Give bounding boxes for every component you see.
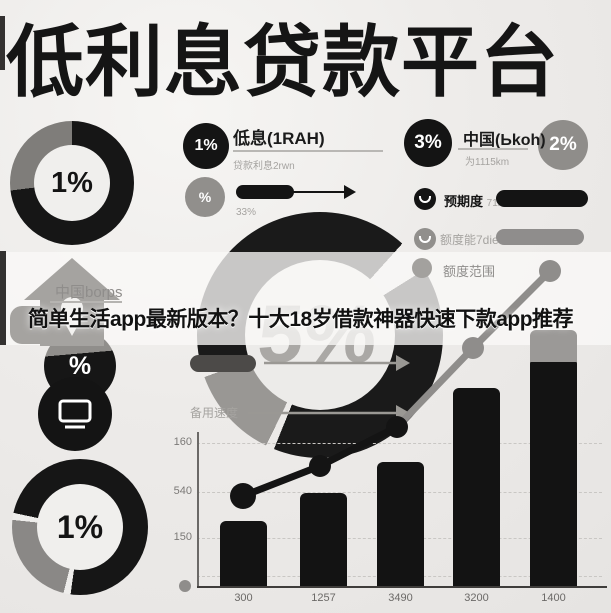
- left-row2-label: 备用速度: [190, 406, 239, 420]
- x-axis-line: [197, 586, 607, 588]
- percent-badge: %: [185, 177, 225, 217]
- y-axis-label: 150: [173, 531, 192, 543]
- bar: [377, 462, 424, 586]
- mini-bar: [190, 355, 256, 372]
- bar: [300, 493, 347, 586]
- low-interest-subtitle: 贷款利息2rwn: [233, 161, 295, 172]
- donut-chart-bottom-left: 1%: [12, 459, 148, 595]
- x-axis-label: 3200: [464, 592, 489, 604]
- legend-dot-icon: [412, 258, 432, 278]
- page-title: 低利息贷款平台: [6, 18, 560, 106]
- china-subtitle: 为1115km: [465, 157, 510, 168]
- x-axis-label: 300: [234, 592, 253, 604]
- data-point: [309, 455, 331, 477]
- china-badge-left: 3%: [404, 119, 452, 167]
- legend-label: 额度范围: [443, 264, 496, 279]
- donut-chart-top-left: 1%: [10, 121, 134, 245]
- brand-label: 中国borps: [55, 284, 123, 301]
- bar: [530, 358, 577, 586]
- bar-gray-cap: [530, 330, 577, 362]
- smile-icon: [414, 188, 436, 210]
- bar: [220, 521, 267, 586]
- x-axis-label: 1257: [311, 592, 336, 604]
- percent-glyph: %: [68, 351, 92, 380]
- china-badge-right: 2%: [538, 120, 588, 170]
- monitor-circle: [38, 377, 112, 451]
- x-axis-label: 3490: [388, 592, 413, 604]
- low-interest-title: 低息(1RAH): [233, 129, 325, 148]
- x-axis-label: 1400: [541, 592, 566, 604]
- edge-mark-middle: [0, 251, 6, 345]
- bar: [453, 388, 500, 586]
- smile-icon: [414, 228, 436, 250]
- smile-glyph: [419, 195, 431, 203]
- y-axis-label: 160: [173, 436, 192, 448]
- china-row1-label-text: 预期度: [444, 194, 484, 209]
- divider: [233, 150, 383, 152]
- progress-caption: 33%: [236, 207, 257, 218]
- progress-bar: [236, 185, 294, 199]
- rating-bar-gray: [496, 229, 584, 245]
- gridline: [197, 443, 602, 444]
- data-point: [230, 483, 256, 509]
- rating-bar-black: [496, 190, 588, 207]
- low-interest-badge: 1%: [183, 123, 229, 169]
- monitor-icon: [58, 399, 92, 429]
- edge-mark-top: [0, 16, 5, 70]
- y-axis-label: 540: [173, 485, 192, 497]
- headline-text: 简单生活app最新版本？十大18岁借款神器快速下款app推荐: [28, 308, 574, 331]
- china-row2-label: 额度能7died: [440, 233, 506, 247]
- donut-bottom-left-value: 1%: [37, 484, 123, 570]
- china-title: 中国(Ьkoh): [463, 132, 546, 149]
- divider: [458, 148, 528, 150]
- y-axis-line: [197, 432, 199, 586]
- donut-top-left-value: 1%: [34, 145, 110, 221]
- smile-glyph: [419, 235, 431, 243]
- axis-corner-dot: [179, 580, 191, 592]
